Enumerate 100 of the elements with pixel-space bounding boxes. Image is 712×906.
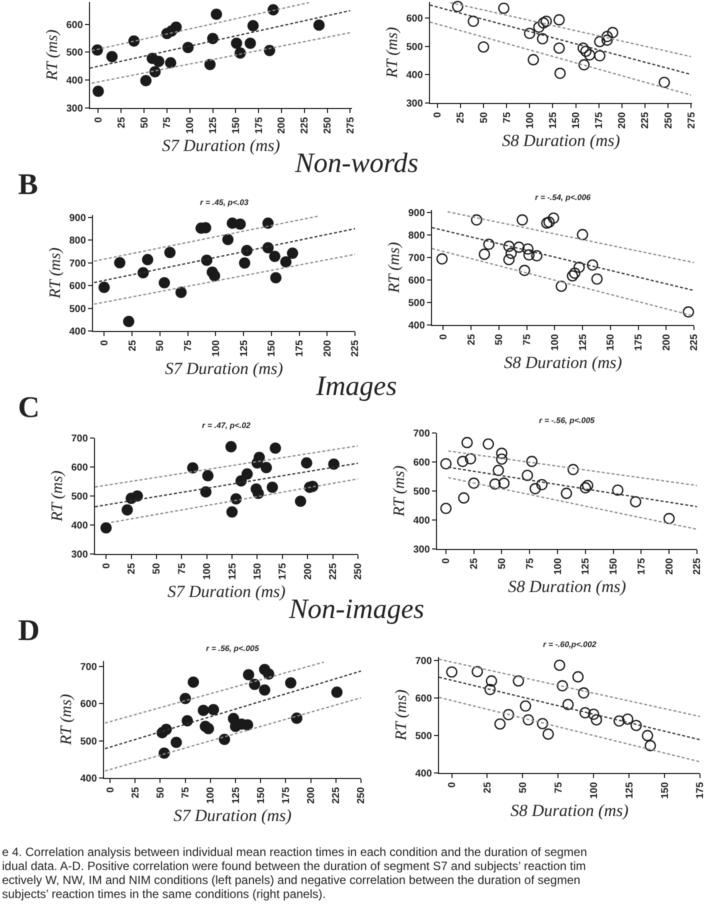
point [644,740,656,752]
point [614,715,625,727]
x-tick-label: 250 [353,562,364,580]
x-tick-label: 100 [588,782,600,799]
y-tick-label: 600 [66,20,84,31]
x-tick-label: 150 [660,782,671,799]
point [594,36,606,48]
point [461,436,473,448]
point [328,458,340,470]
point [222,234,234,246]
x-tick-label: 175 [278,562,289,580]
y-axis-title: RT (ms) [49,470,66,522]
y-axis-title: RT (ms) [391,466,408,518]
point [503,254,515,266]
point [210,8,222,20]
y-tick-label: 500 [71,492,88,502]
x-tick-label: 125 [238,340,250,357]
point [530,483,541,494]
point [100,522,112,534]
x-tick-label: 0 [105,786,116,793]
y-tick-label: 500 [66,48,84,59]
y-tick-label: 400 [415,768,432,780]
point [512,675,524,687]
x-tick-label: 50 [155,786,166,798]
point [230,38,242,49]
point [584,49,596,61]
point [264,44,276,56]
point [258,684,270,696]
point [458,492,470,504]
x-axis-title: S8 Duration (ms) [508,577,626,596]
y-axis-title: RT (ms) [58,694,76,746]
x-tick-label: 75 [522,334,534,346]
x-tick-label: 200 [322,340,334,357]
y-tick-label: 900 [69,212,86,224]
x-tick-label: 250 [322,116,334,134]
point [158,277,170,288]
x-tick-label: 175 [695,782,706,799]
y-tick-label: 700 [408,252,426,264]
point [502,708,514,720]
x-tick-label: 25 [466,334,478,346]
point [572,671,584,682]
y-tick-label: 600 [71,462,88,474]
point [446,666,458,678]
point [470,214,482,226]
point [533,22,545,33]
chart-subtitle: r = -.56, p<.005 [539,416,596,425]
x-tick-label: 100 [552,558,564,575]
point [580,482,592,494]
point [285,677,296,689]
x-axis-title: S8 Duration (ms) [504,353,622,372]
point [528,54,539,66]
point [313,20,325,31]
chart-subtitle: r = .45, p<.03 [200,198,250,207]
point [630,720,642,732]
point [576,228,588,240]
point [554,14,565,26]
x-tick-label: 50 [155,340,166,352]
point [294,496,306,507]
x-tick-label: 75 [524,558,536,570]
y-tick-label: 400 [80,774,98,784]
x-tick-label: 150 [266,340,278,357]
point [566,270,578,282]
y-tick-label: 700 [69,258,86,270]
text: ectively W, NW, IM and NIM conditions (left panels) and negative correlation between the duration of segmen [2,873,580,887]
point [242,468,253,480]
point [482,438,494,450]
point [188,676,199,688]
x-tick-label: 0 [99,340,110,346]
point [208,704,220,716]
point [498,478,510,489]
y-tick-label: 700 [415,656,432,668]
point [536,718,548,730]
point [538,17,550,29]
x-tick-label: 225 [300,116,311,134]
y-tick-label: 600 [413,458,430,468]
y-tick-label: 500 [408,298,426,309]
point [300,457,312,469]
x-tick-label: 175 [280,786,292,804]
point [238,257,250,269]
point [588,708,600,720]
point [202,470,214,482]
point [542,728,554,740]
point [518,264,530,276]
y-tick-label: 600 [69,281,86,292]
x-tick-label: 125 [578,334,589,351]
y-axis-title: RT (ms) [44,30,62,82]
point [226,506,238,518]
point [483,238,495,250]
x-tick-label: 25 [116,116,128,128]
point [198,704,210,716]
x-tick-label: 175 [594,112,606,129]
x-tick-label: 0 [101,562,112,569]
point [562,698,574,710]
x-tick-label: 150 [606,334,617,351]
point [269,250,280,262]
point [594,50,606,62]
x-axis-title: S8 Duration (ms) [502,131,620,150]
point [92,86,104,97]
point [207,32,218,44]
y-tick-label: 800 [408,230,426,242]
